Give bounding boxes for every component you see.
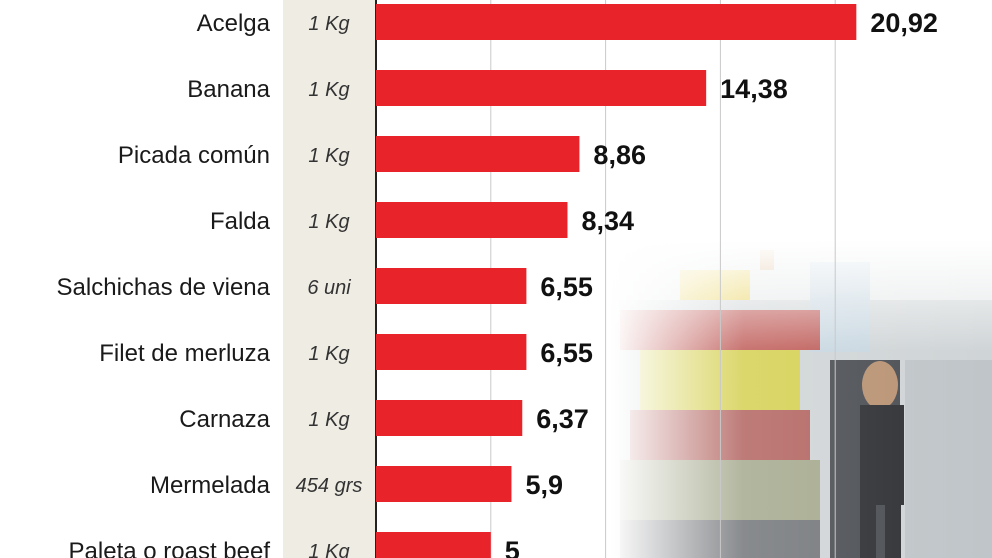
value-label: 5 <box>505 536 520 558</box>
unit-column-background <box>283 0 375 558</box>
unit-label: 1 Kg <box>308 409 349 431</box>
unit-label: 1 Kg <box>308 145 349 167</box>
bar-row: Filet de merluza 1 Kg 6,55 <box>99 334 593 370</box>
category-label: Salchichas de viena <box>57 274 271 301</box>
value-label: 14,38 <box>720 74 788 104</box>
bar <box>376 334 527 370</box>
category-label: Banana <box>187 76 270 103</box>
unit-label: 1 Kg <box>308 13 349 35</box>
unit-label: 1 Kg <box>308 79 349 101</box>
unit-label: 1 Kg <box>308 211 349 233</box>
value-label: 8,86 <box>593 140 646 170</box>
value-label: 20,92 <box>870 8 938 38</box>
category-label: Carnaza <box>179 406 270 433</box>
category-label: Acelga <box>197 10 271 37</box>
bar <box>376 400 523 436</box>
bar-row: Banana 1 Kg 14,38 <box>187 70 788 106</box>
value-label: 5,9 <box>525 470 563 500</box>
value-label: 6,55 <box>540 338 593 368</box>
value-label: 6,55 <box>540 272 593 302</box>
bar <box>376 202 568 238</box>
supermarket-photo <box>610 240 992 558</box>
bar-row: Paleta o roast beef 1 Kg 5 <box>69 532 520 558</box>
unit-label: 1 Kg <box>308 541 349 558</box>
bar <box>376 136 580 172</box>
bar-row: Mermelada 454 grs 5,9 <box>150 466 563 502</box>
bar <box>376 268 527 304</box>
unit-label: 1 Kg <box>308 343 349 365</box>
bar <box>376 70 707 106</box>
bar-row: Falda 1 Kg 8,34 <box>210 202 634 238</box>
category-label: Filet de merluza <box>99 340 270 367</box>
category-label: Picada común <box>118 142 270 169</box>
bar-row: Picada común 1 Kg 8,86 <box>118 136 646 172</box>
bar-row: Acelga 1 Kg 20,92 <box>197 4 938 40</box>
bar-row: Salchichas de viena 6 uni 6,55 <box>57 268 593 304</box>
unit-label: 6 uni <box>307 277 351 299</box>
value-label: 6,37 <box>536 404 589 434</box>
bar-row: Carnaza 1 Kg 6,37 <box>179 400 589 436</box>
bar <box>376 466 512 502</box>
bar-rows: Acelga 1 Kg 20,92 Banana 1 Kg 14,38 Picada com… <box>57 4 938 558</box>
category-label: Paleta o roast beef <box>69 538 271 558</box>
bar <box>376 4 857 40</box>
unit-label: 454 grs <box>296 475 363 497</box>
value-label: 8,34 <box>581 206 634 236</box>
category-label: Falda <box>210 208 271 235</box>
category-label: Mermelada <box>150 472 271 499</box>
bar <box>376 532 491 558</box>
